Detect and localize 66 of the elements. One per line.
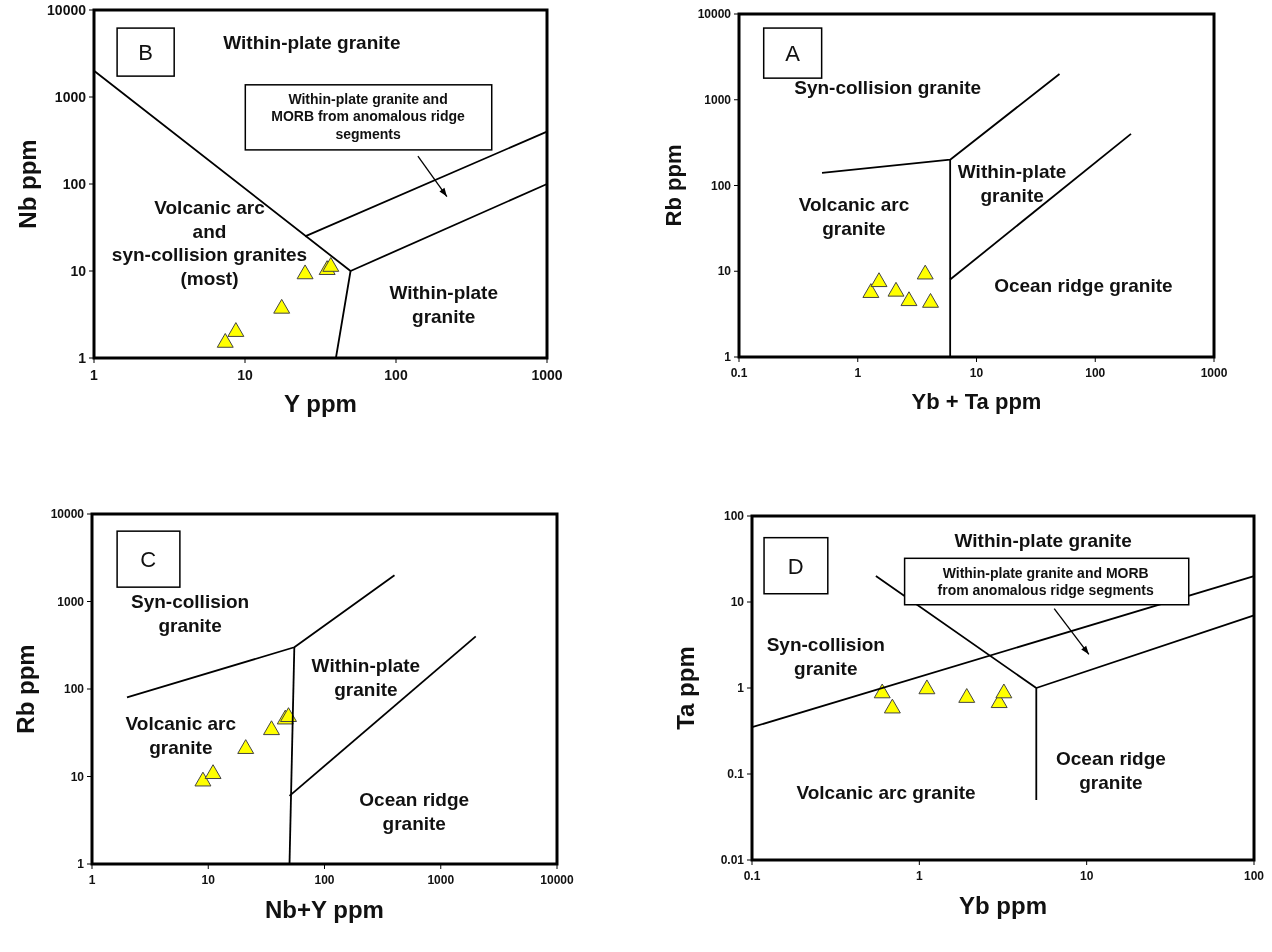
annotation: Within-plate granite xyxy=(311,654,421,700)
y-tick-label: 100 xyxy=(723,509,745,523)
y-tick-label: 10000 xyxy=(697,7,732,21)
y-tick-label: 1 xyxy=(737,681,745,695)
y-axis-title: Rb ppm xyxy=(12,644,39,734)
y-tick-label: 0.1 xyxy=(727,767,745,781)
annotation: Within-plate granite xyxy=(957,160,1067,206)
x-tick-label: 10 xyxy=(201,873,216,887)
x-axis-title: Nb+Y ppm xyxy=(265,896,384,923)
y-tick-label: 10 xyxy=(717,264,732,279)
y-axis-title: Ta ppm xyxy=(672,646,699,730)
y-tick-label: 10 xyxy=(730,595,745,609)
y-tick-label: 100 xyxy=(62,176,87,192)
x-tick-label: 0.1 xyxy=(743,869,761,883)
annotation: Syn-collision granite xyxy=(130,590,250,636)
y-tick-label: 1 xyxy=(78,350,87,366)
x-tick-label: 1 xyxy=(88,873,96,887)
annotation: Volcanic arc granite xyxy=(125,712,237,758)
y-tick-label: 100 xyxy=(710,178,732,193)
annotation: Volcanic arc and syn-collision granites (most) xyxy=(111,196,308,289)
x-tick-label: 1 xyxy=(854,366,862,380)
y-tick-label: 1 xyxy=(77,857,85,871)
annotation: Syn-collision granite xyxy=(766,633,885,679)
y-tick-label: 1 xyxy=(724,350,732,364)
x-tick-label: 1000 xyxy=(531,367,563,383)
y-axis-title: Nb ppm xyxy=(14,139,41,229)
x-tick-label: 10 xyxy=(969,366,984,380)
annotation: Syn-collision granite xyxy=(794,76,982,98)
x-tick-label: 10000 xyxy=(540,873,575,887)
annotation: Within-plate granite xyxy=(223,31,401,53)
annotation: Within-plate granite and MORB from anomalous ridge segments xyxy=(271,90,466,142)
annotation: Within-plate granite xyxy=(954,529,1132,551)
annotation: Within-plate granite and MORB from anomalous ridge segments xyxy=(937,564,1155,599)
annotation: Volcanic arc granite xyxy=(796,781,976,803)
x-tick-label: 1000 xyxy=(1200,366,1228,380)
x-tick-label: 10 xyxy=(237,367,253,383)
annotation: Volcanic arc granite xyxy=(798,193,910,239)
y-tick-label: 10 xyxy=(70,769,85,784)
x-axis-title: Yb ppm xyxy=(959,892,1047,919)
annotation: Within-plate granite xyxy=(389,281,498,327)
x-tick-label: 100 xyxy=(1085,366,1106,380)
y-tick-label: 10 xyxy=(70,263,87,279)
x-tick-label: 1 xyxy=(90,367,99,383)
x-axis-title: Y ppm xyxy=(284,390,357,417)
x-axis-title: Yb + Ta ppm xyxy=(911,389,1042,414)
annotation: A xyxy=(785,40,801,66)
annotation: Ocean ridge granite xyxy=(1056,747,1166,793)
y-tick-label: 1000 xyxy=(57,594,85,609)
x-tick-label: 10 xyxy=(1079,869,1094,883)
y-tick-label: 10000 xyxy=(47,2,87,18)
y-axis-title: Rb ppm xyxy=(661,144,686,227)
y-tick-label: 1000 xyxy=(704,92,732,107)
x-tick-label: 100 xyxy=(384,367,408,383)
y-tick-label: 100 xyxy=(63,682,85,696)
annotation: C xyxy=(140,546,157,572)
annotation: B xyxy=(138,39,153,65)
y-tick-label: 0.01 xyxy=(720,853,745,867)
annotation: D xyxy=(787,553,804,579)
x-tick-label: 100 xyxy=(314,873,335,887)
annotation: Ocean ridge granite xyxy=(359,788,470,834)
x-tick-label: 1000 xyxy=(427,873,455,887)
annotation: Ocean ridge granite xyxy=(994,274,1173,296)
y-tick-label: 1000 xyxy=(54,89,87,105)
y-tick-label: 10000 xyxy=(50,507,85,521)
x-tick-label: 100 xyxy=(1243,869,1265,883)
x-tick-label: 1 xyxy=(915,869,923,883)
